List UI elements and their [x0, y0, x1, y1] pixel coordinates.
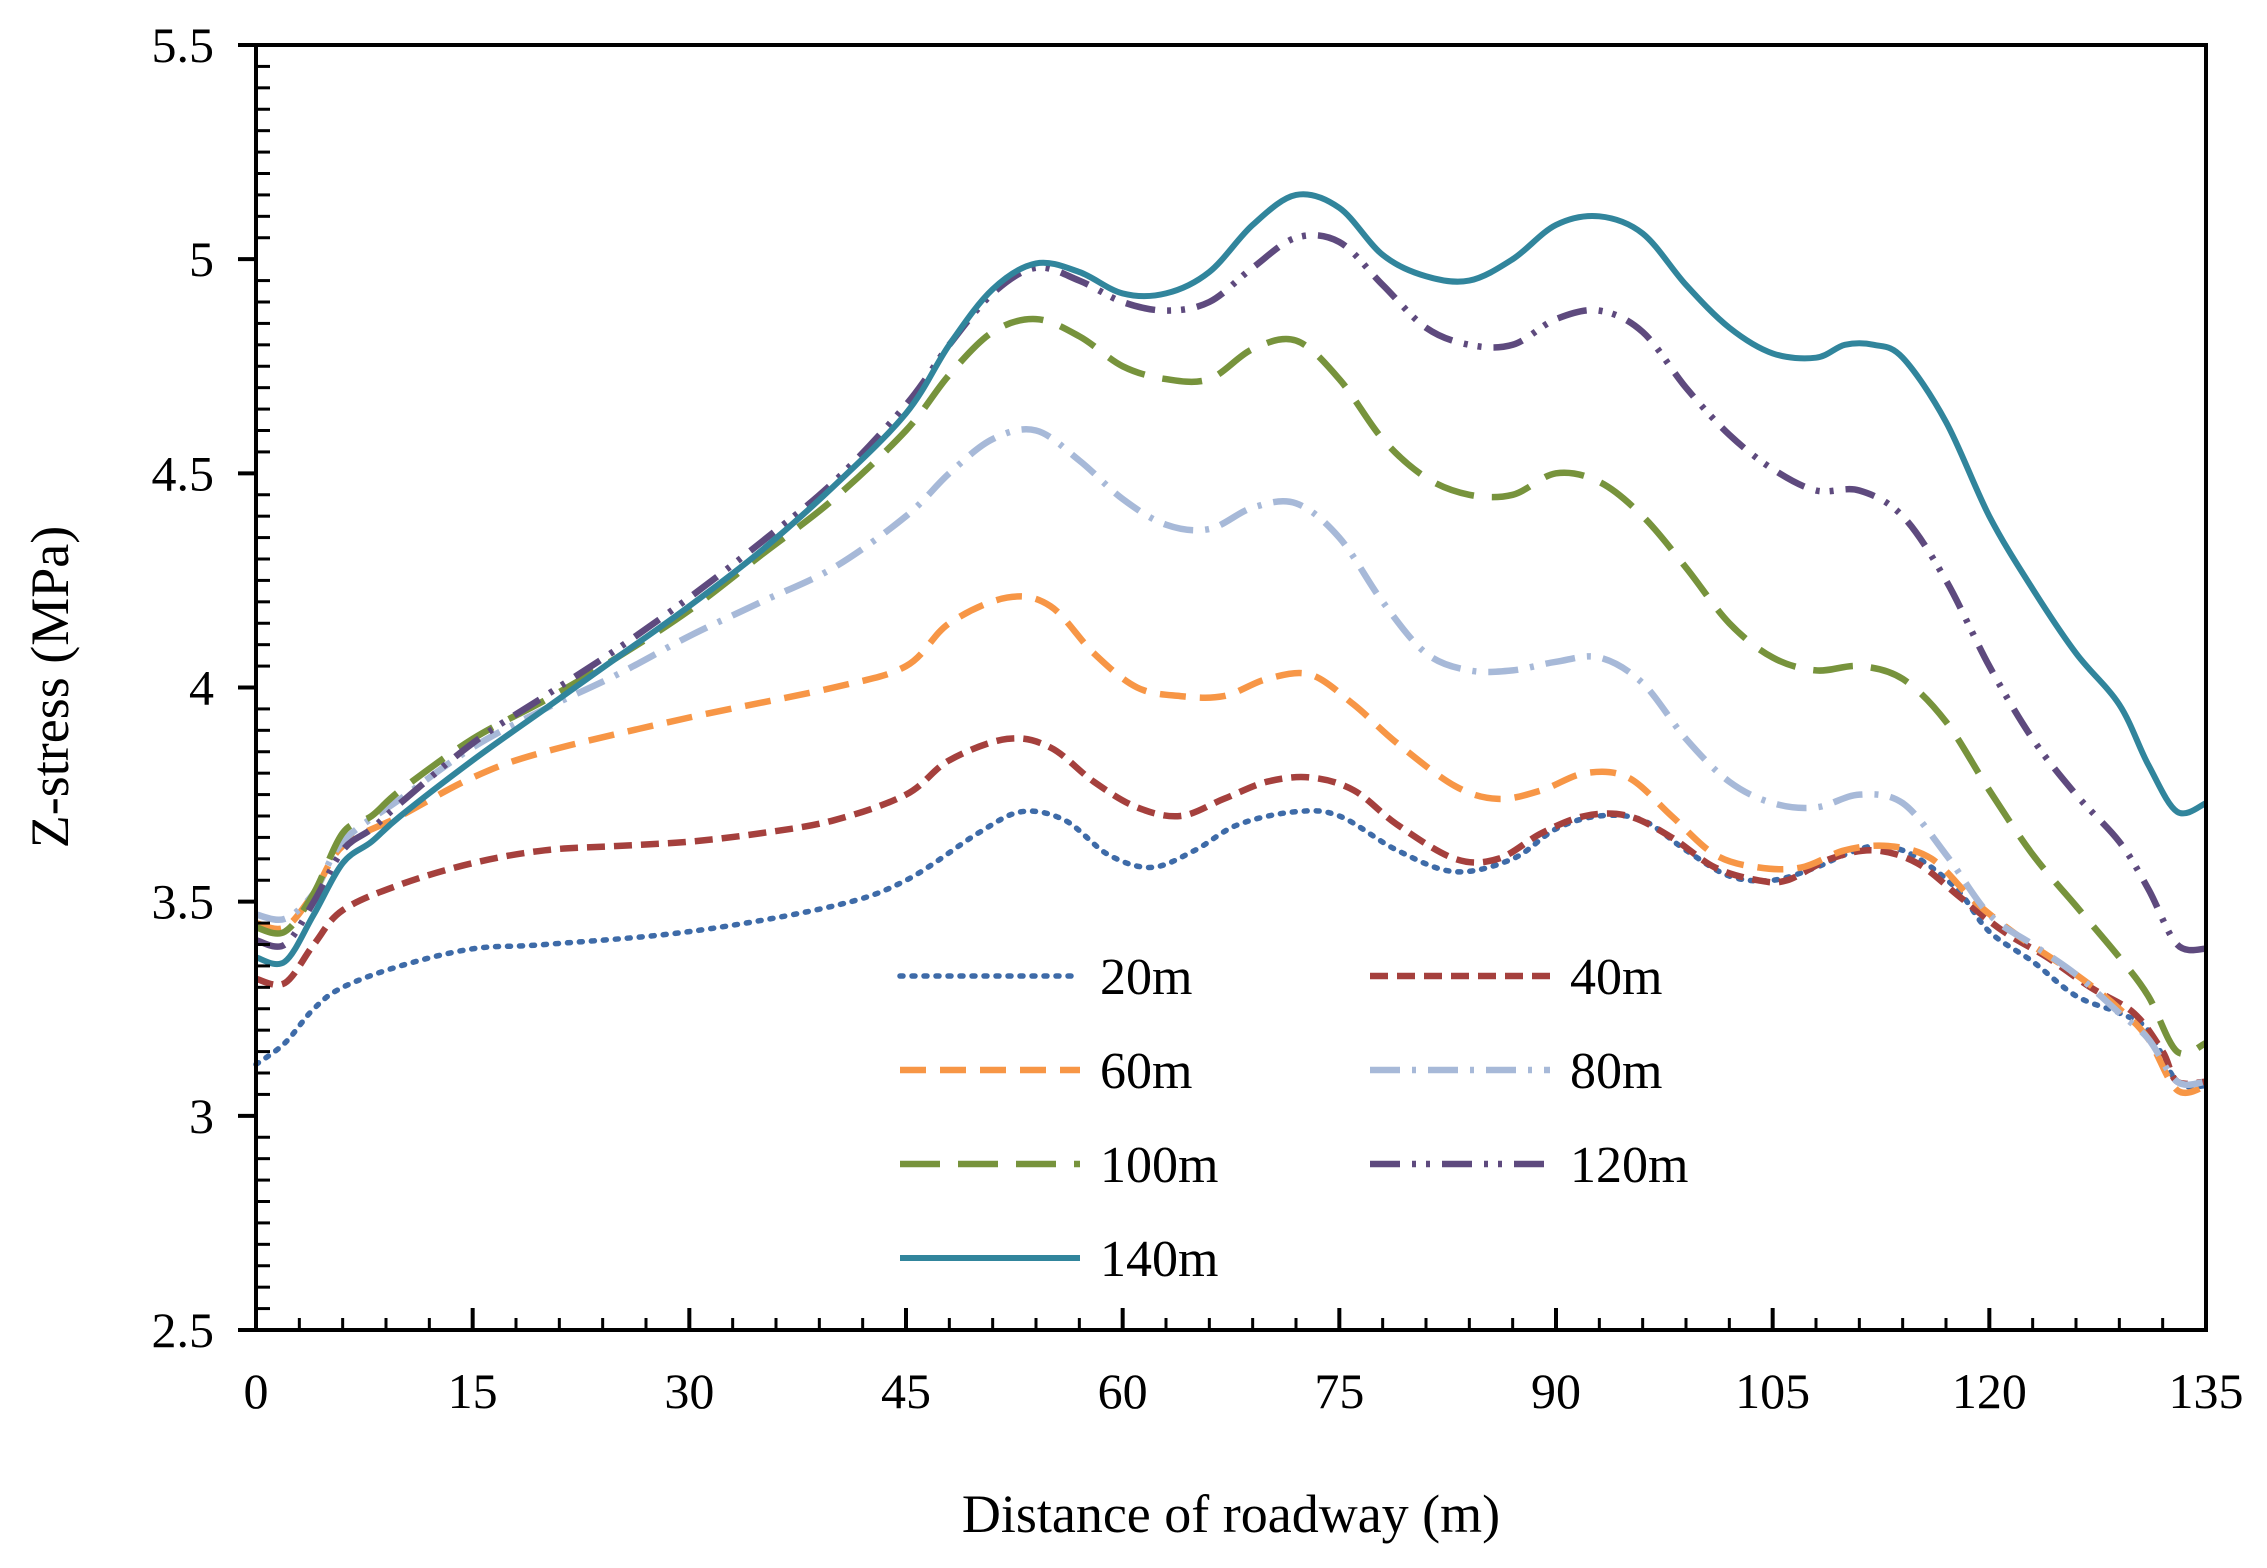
- series-layer: [253, 191, 2209, 1097]
- series-line-20m: [253, 808, 2209, 1090]
- y-tick-label: 5: [189, 231, 214, 287]
- legend: 20m 40m 60m 80m 100m 120m 140m: [897, 949, 1688, 1288]
- legend-label: 60m: [1100, 1043, 1192, 1100]
- x-tick-label: 120: [1952, 1363, 2027, 1419]
- x-tick-label: 75: [1314, 1363, 1364, 1419]
- legend-label: 40m: [1570, 949, 1662, 1006]
- series-line-100m: [255, 315, 2208, 1057]
- series-line-40m: [255, 735, 2207, 1088]
- legend-item-120m: 120m: [1370, 1137, 1688, 1194]
- y-tick-label: 4.5: [152, 445, 215, 501]
- legend-item-80m: 80m: [1370, 1043, 1662, 1100]
- x-tick-label: 105: [1735, 1363, 1810, 1419]
- legend-label: 80m: [1570, 1043, 1662, 1100]
- legend-item-40m: 40m: [1370, 949, 1662, 1006]
- y-tick-label: 4: [189, 660, 214, 716]
- y-tick-label: 5.5: [152, 17, 215, 73]
- legend-label: 100m: [1100, 1137, 1218, 1194]
- label-layer: 0 15 30 45 60 75 90 105 120 135 2.5 3 3.5 4 4.5 5 5.5: [152, 17, 2244, 1419]
- x-tick-label: 0: [244, 1363, 269, 1419]
- x-tick-label: 90: [1531, 1363, 1581, 1419]
- y-tick-label: 3: [189, 1088, 214, 1144]
- series-line-80m: [255, 426, 2207, 1088]
- x-tick-label: 15: [448, 1363, 498, 1419]
- legend-item-140m: 140m: [900, 1231, 1218, 1288]
- x-tick-label: 60: [1098, 1363, 1148, 1419]
- y-tick-label: 3.5: [152, 874, 215, 930]
- legend-label: 20m: [1100, 949, 1192, 1006]
- x-axis-title: Distance of roadway (m): [962, 1484, 1500, 1544]
- x-tick-label: 45: [881, 1363, 931, 1419]
- y-axis-title: Z-stress (MPa): [20, 526, 80, 848]
- x-tick-label: 30: [664, 1363, 714, 1419]
- legend-label: 120m: [1570, 1137, 1688, 1194]
- x-tick-label: 135: [2169, 1363, 2244, 1419]
- tick-layer: [238, 43, 2208, 1332]
- legend-item-100m: 100m: [900, 1137, 1218, 1194]
- series-line-120m: [255, 231, 2207, 954]
- legend-item-60m: 60m: [900, 1043, 1192, 1100]
- legend-item-20m: 20m: [897, 949, 1192, 1006]
- series-line-140m: [255, 191, 2208, 968]
- legend-label: 140m: [1100, 1231, 1218, 1288]
- y-tick-label: 2.5: [152, 1302, 215, 1358]
